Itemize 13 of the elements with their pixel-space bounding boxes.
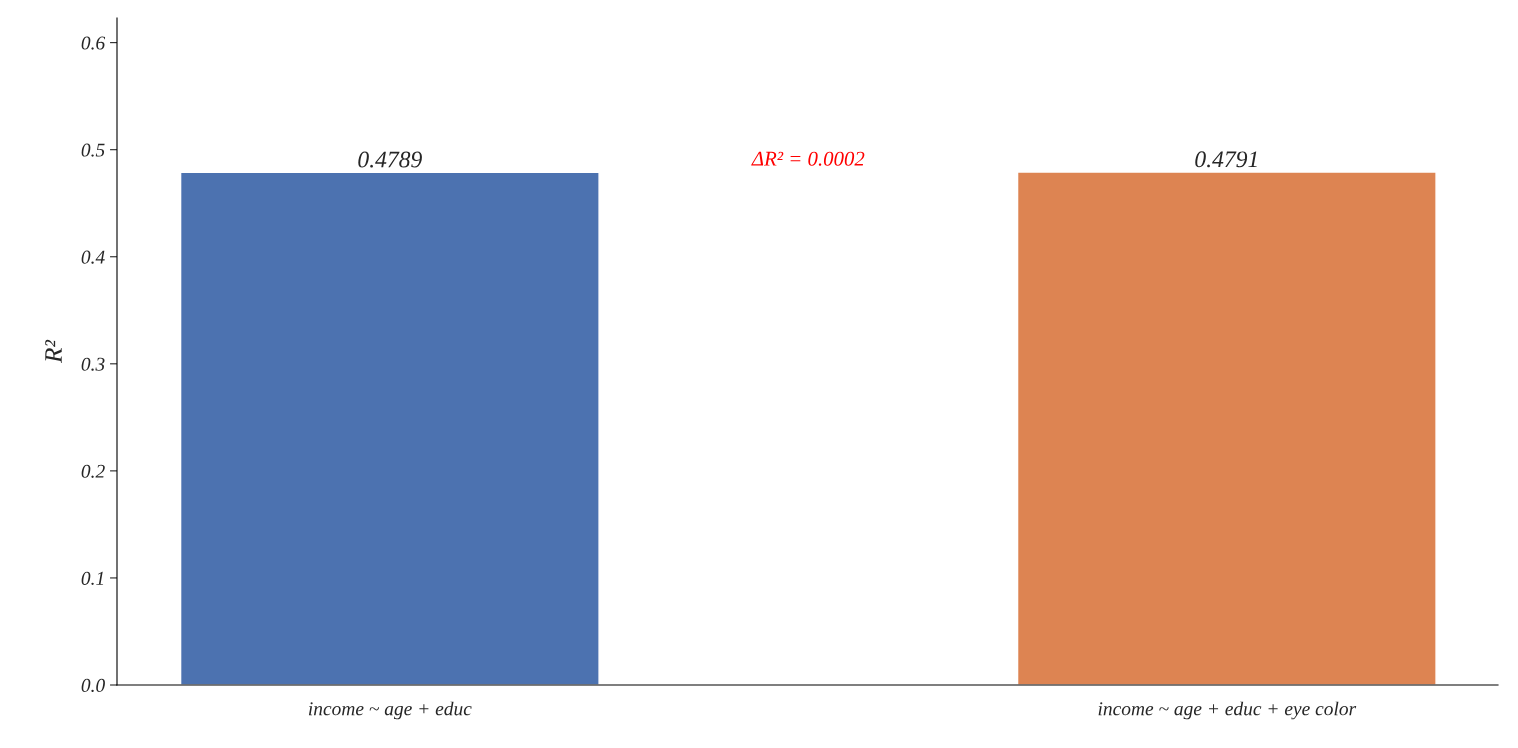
y-axis-title: R² [45, 339, 62, 364]
y-tick-label: 0.5 [81, 143, 105, 157]
x-tick-label: income ~ age + educ + eye color [1098, 701, 1357, 720]
annotation: ΔR² = 0.0002 [751, 151, 865, 166]
y-tick-label: 0.2 [81, 464, 105, 478]
data-label: 0.4791 [1195, 151, 1257, 168]
y-tick-label: 0.1 [81, 571, 104, 585]
data-label: 0.4789 [358, 151, 422, 168]
y-tick-label: 0.3 [81, 357, 105, 371]
y-tick-label: 0.0 [81, 678, 105, 693]
x-tick-label: income ~ age + educ [308, 701, 472, 720]
y-tick-label: 0.4 [81, 250, 105, 264]
y-tick-label: 0.6 [81, 36, 106, 50]
